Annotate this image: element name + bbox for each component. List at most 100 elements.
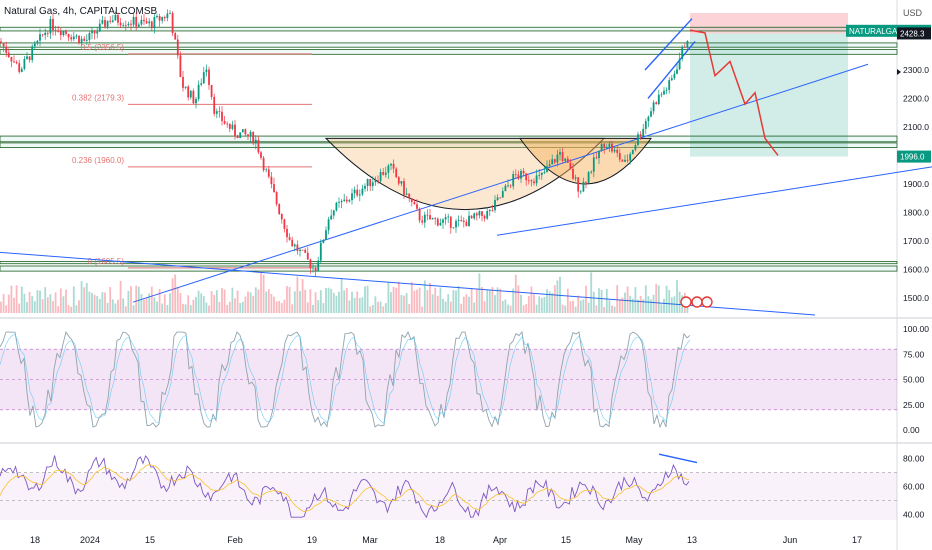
volume-bar: [114, 303, 117, 313]
candle-body: [241, 129, 244, 133]
volume-bar: [468, 296, 470, 313]
volume-bar: [0, 301, 2, 313]
volume-bar: [668, 290, 671, 313]
price-tick-label: 1500.0: [903, 293, 929, 303]
volume-bar: [569, 301, 572, 313]
volume-bar: [252, 295, 255, 313]
volume-bar: [572, 300, 574, 313]
volume-bar: [582, 299, 585, 313]
volume-bar: [288, 286, 291, 313]
candle-body: [208, 69, 210, 85]
volume-bar: [36, 290, 39, 313]
candle-body: [660, 94, 663, 96]
candle-body: [210, 84, 213, 97]
candle-body: [49, 19, 52, 34]
candle-body: [621, 159, 624, 162]
x-tick-label: Jun: [783, 535, 798, 545]
candle-body: [312, 267, 314, 269]
candle-body: [520, 170, 522, 179]
candle-body: [395, 168, 398, 178]
candle-body: [39, 34, 41, 41]
candle-body: [483, 215, 486, 219]
x-tick-label: 13: [687, 535, 697, 545]
candle-body: [20, 68, 23, 72]
candle-body: [13, 61, 15, 63]
volume-bar: [650, 299, 652, 313]
candle-body: [449, 216, 452, 228]
candle-body: [592, 157, 595, 172]
volume-bar: [621, 297, 624, 313]
volume-bar: [486, 289, 489, 313]
price-badge: [897, 27, 931, 40]
volume-bar: [72, 286, 75, 313]
candle-body: [184, 86, 187, 88]
volume-bar: [317, 300, 320, 313]
volume-bar: [366, 285, 369, 313]
volume-bar: [91, 293, 93, 313]
volume-bar: [270, 293, 273, 313]
volume-bar: [535, 304, 538, 313]
candle-body: [80, 38, 83, 44]
volume-bar: [80, 281, 83, 313]
volume-bar: [392, 286, 395, 313]
candle-body: [171, 13, 174, 34]
volume-bar: [335, 295, 338, 313]
rsi-tick-label: 40.00: [903, 509, 925, 519]
candle-body: [348, 200, 351, 202]
fib-level-label: 0 (1605.5): [88, 257, 125, 266]
volume-bar: [369, 306, 372, 313]
candle-body: [140, 19, 143, 25]
volume-bar: [377, 301, 379, 313]
volume-bar: [213, 294, 216, 313]
volume-bar: [660, 304, 663, 313]
horizontal-zone: [0, 26, 898, 32]
candle-body: [457, 220, 460, 222]
volume-bar: [296, 276, 299, 313]
candle-body: [330, 215, 333, 220]
candle-body: [0, 41, 2, 44]
volume-bar: [561, 304, 564, 313]
candle-body: [93, 30, 96, 34]
candle-body: [325, 230, 327, 240]
rsi-tick-label: 60.00: [903, 481, 925, 491]
volume-bar: [460, 303, 463, 313]
candle-body: [525, 173, 528, 181]
volume-bar: [473, 302, 476, 313]
candle-body: [145, 21, 148, 24]
volume-bar: [566, 288, 569, 313]
volume-bar: [421, 306, 424, 313]
candle-body: [293, 244, 296, 247]
candle-body: [462, 220, 465, 222]
candle-body: [231, 124, 234, 129]
volume-bar: [179, 293, 182, 313]
candle-body: [379, 171, 382, 182]
volume-bar: [608, 300, 611, 313]
price-tick-label: 1800.0: [903, 207, 929, 217]
candle-body: [36, 40, 39, 44]
rsi-line: [0, 454, 690, 519]
candle-body: [135, 16, 138, 27]
candle-body: [91, 30, 93, 34]
candle-body: [600, 143, 603, 151]
candle-body: [392, 163, 395, 169]
volume-bar: [423, 280, 426, 313]
candle-body: [104, 20, 106, 27]
trendline-down: [0, 251, 816, 316]
candle-body: [317, 260, 320, 272]
volume-bar: [176, 286, 179, 313]
candle-body: [418, 208, 421, 221]
candle-body: [299, 249, 301, 252]
candle-body: [111, 20, 114, 22]
candle-body: [509, 185, 512, 187]
volume-bar: [611, 305, 613, 313]
volume-bar: [462, 296, 465, 313]
volume-bar: [158, 289, 161, 313]
candle-body: [647, 116, 650, 122]
candle-body: [582, 181, 585, 192]
volume-bar: [520, 294, 522, 313]
candle-body: [340, 200, 343, 203]
candle-body: [252, 131, 255, 144]
volume-bar: [481, 286, 483, 313]
candle-body: [481, 211, 483, 216]
